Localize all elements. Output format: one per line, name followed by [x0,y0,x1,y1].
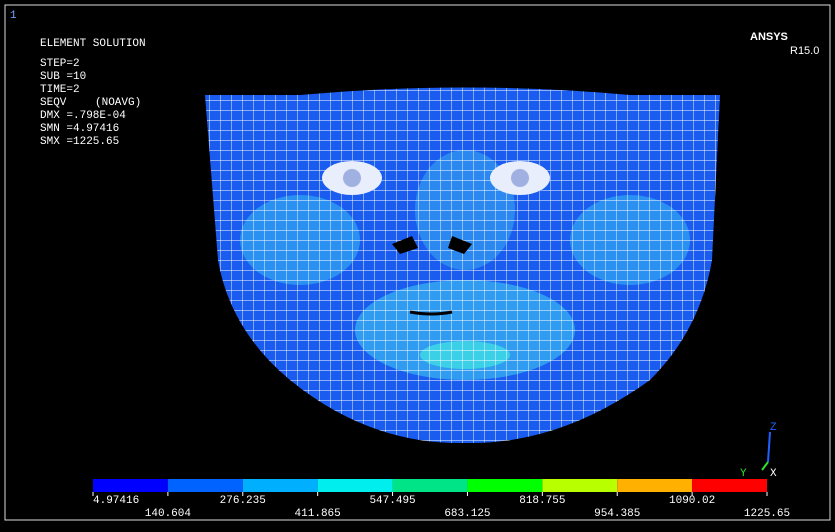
contour-legend: 4.97416 140.604 276.235 411.865 547.495 683.1… [92,479,790,520]
info-stat: DMX =.798E-04 [40,110,126,122]
legend-label: 4.97416 [93,495,139,507]
legend-band [467,479,543,492]
info-stat: SMN =4.97416 [40,123,119,135]
info-stat: SMX =1225.65 [40,136,119,148]
legend-label: 954.385 [594,508,640,520]
info-avg: (NOAVG) [95,97,141,109]
legend-label: 140.604 [145,508,192,520]
legend-band [167,479,243,492]
legend-band [392,479,468,492]
axis-z: Z [770,422,777,434]
legend-label: 1225.65 [744,508,790,520]
window-number: 1 [10,10,17,22]
legend-label: 1090.02 [669,495,715,507]
triad: Z Y X [740,422,777,480]
legend-band [542,479,618,492]
legend-band [692,479,767,492]
legend-label: 411.865 [295,508,341,520]
info-line: STEP=2 [40,58,80,70]
axis-x: X [770,468,777,480]
axis-y: Y [740,468,747,480]
logo: ANSYS [750,31,788,43]
release: R15.0 [790,45,819,57]
legend-band [617,479,693,492]
legend-band [317,479,393,492]
legend-band [242,479,318,492]
info-item: SEQV [40,97,67,109]
legend-label: 276.235 [220,495,266,507]
legend-label: 683.125 [444,508,490,520]
info-line: SUB =10 [40,71,86,83]
info-title: ELEMENT SOLUTION [40,38,146,50]
info-line: TIME=2 [40,84,80,96]
legend-label: 818.755 [519,495,565,507]
legend-label: 547.495 [369,495,415,507]
legend-band [93,479,168,492]
